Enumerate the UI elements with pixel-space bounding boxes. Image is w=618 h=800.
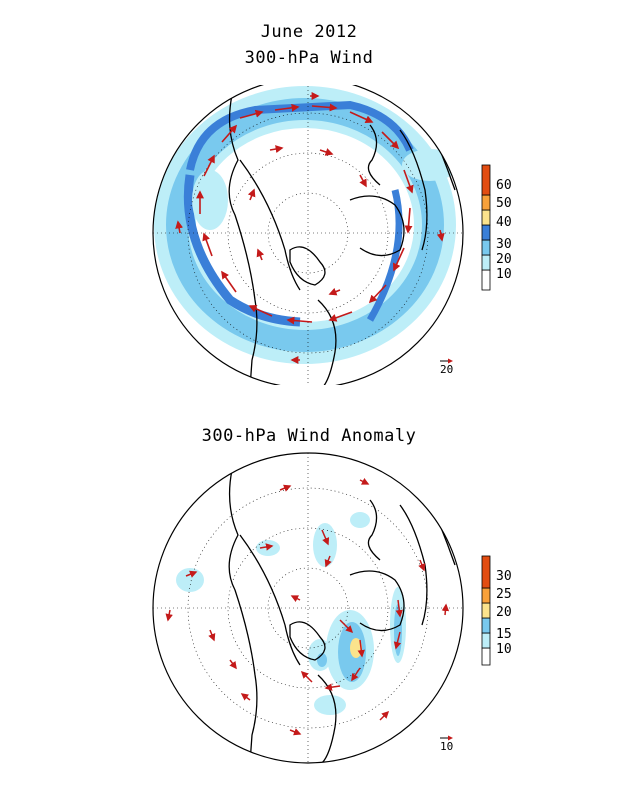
wind-speed-shading <box>154 86 458 364</box>
graticule <box>153 453 463 763</box>
figure-title: June 2012 <box>260 22 358 42</box>
anomaly-shading <box>176 512 406 715</box>
wind-map-panel: 10 20 30 40 50 60 20 <box>152 85 512 385</box>
reference-vector-label: 20 <box>440 363 453 376</box>
reference-vector-label: 10 <box>440 740 453 753</box>
colorbar-label: 50 <box>496 196 512 211</box>
panel1-title: 300-hPa Wind <box>244 48 374 68</box>
graticule <box>153 85 463 385</box>
colorbar-label: 60 <box>496 178 512 193</box>
wind-speed-colorbar: 10 20 30 40 50 60 <box>481 164 512 291</box>
panel2-title: 300-hPa Wind Anomaly <box>201 426 417 446</box>
wind-vectors <box>175 92 445 364</box>
coastlines <box>228 94 456 385</box>
wind-anomaly-map-panel: 10 15 20 25 30 10 <box>152 452 512 764</box>
reference-vector: 10 <box>440 735 453 753</box>
colorbar-label: 20 <box>496 605 512 620</box>
anomaly-vectors <box>165 477 450 736</box>
map-boundary <box>152 85 464 385</box>
colorbar-label: 15 <box>496 627 512 642</box>
reference-vector: 20 <box>440 358 453 376</box>
colorbar-label: 40 <box>496 215 512 230</box>
colorbar-label: 10 <box>496 267 512 282</box>
map-boundary <box>152 452 464 764</box>
colorbar-label: 30 <box>496 569 512 584</box>
colorbar-label: 30 <box>496 237 512 252</box>
colorbar-label: 25 <box>496 587 512 602</box>
colorbar-label: 20 <box>496 252 512 267</box>
anomaly-colorbar: 10 15 20 25 30 <box>481 555 512 666</box>
colorbar-label: 10 <box>496 642 512 657</box>
